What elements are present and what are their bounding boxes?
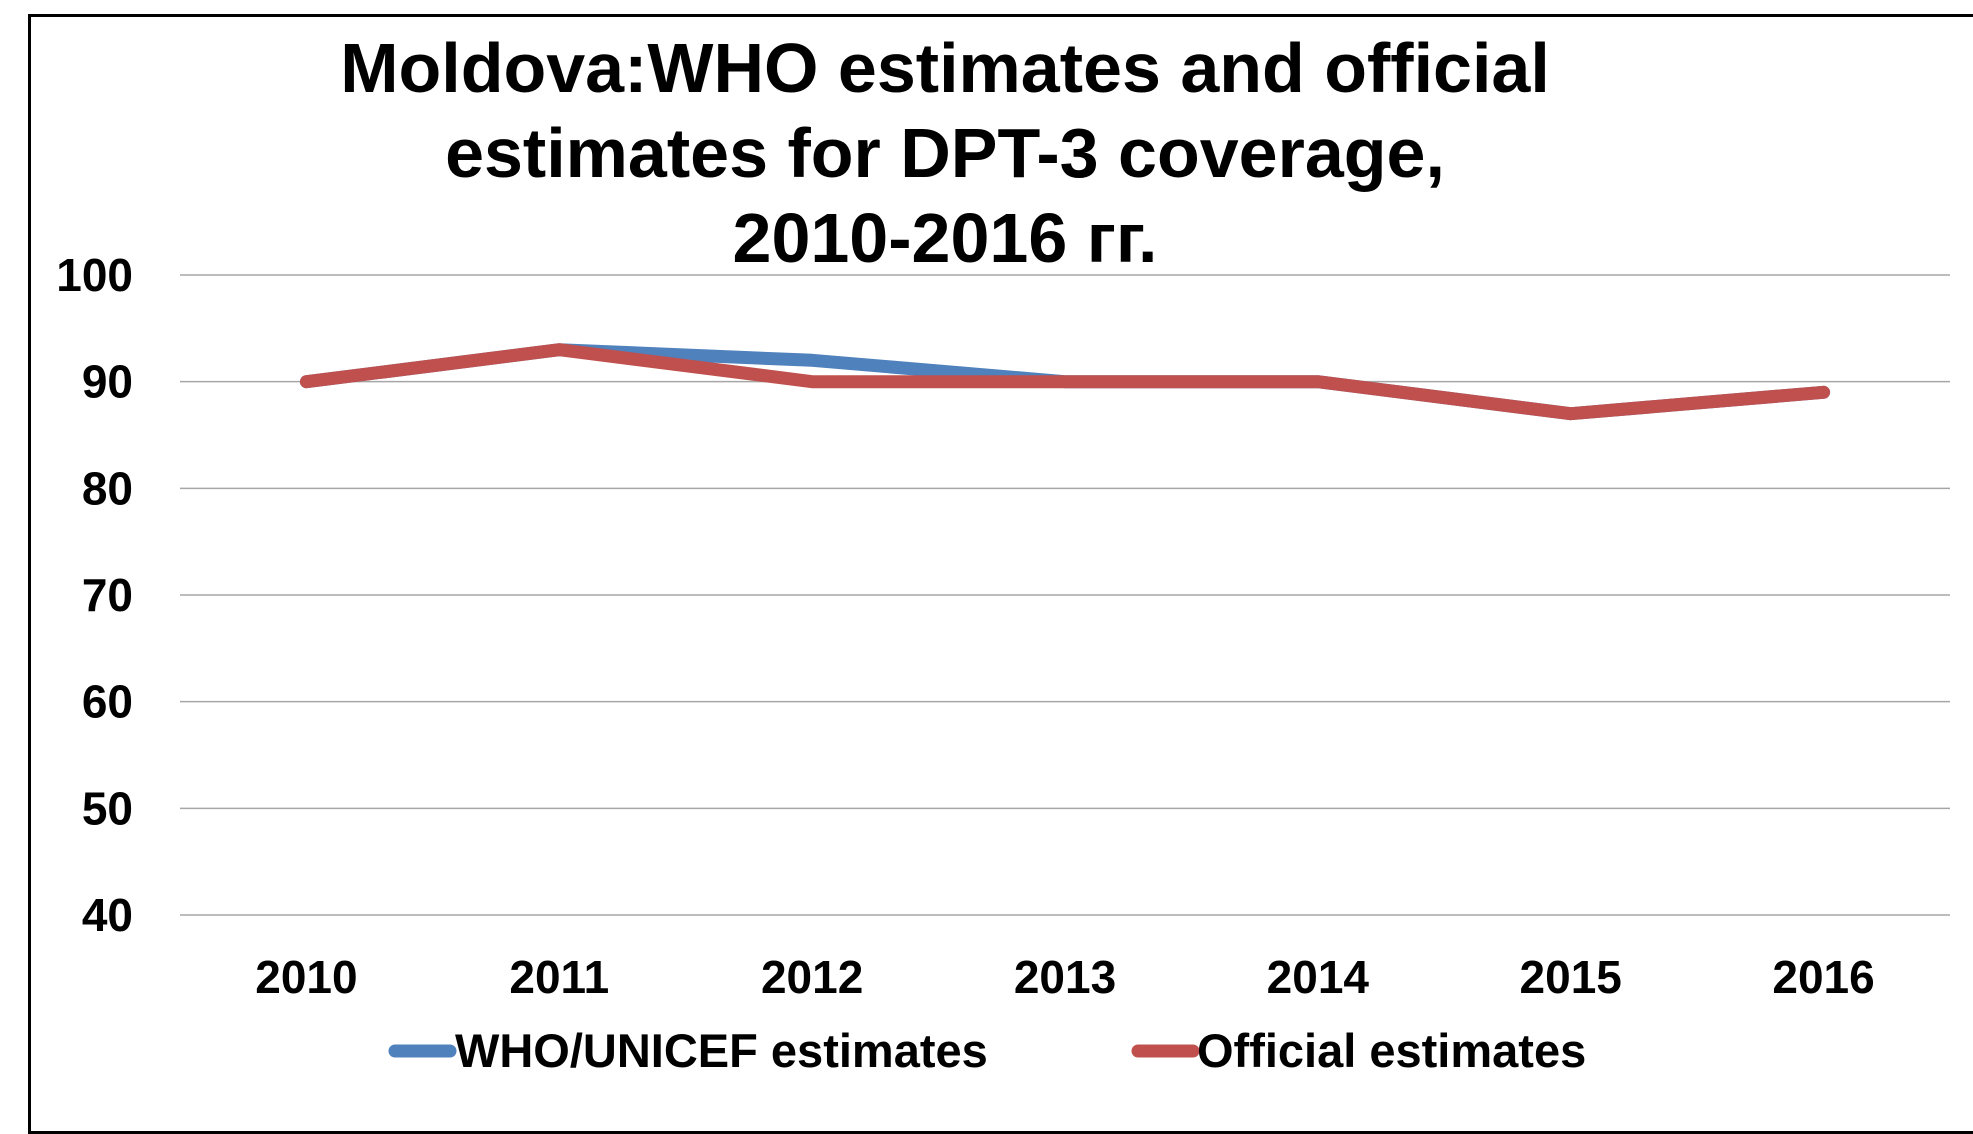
- y-tick-label: 80: [82, 462, 133, 514]
- y-tick-label: 90: [82, 356, 133, 408]
- line-chart: 100 90 80 70 60 50 40 2010 2011 2012 2013 2014 2015…: [56, 249, 1950, 1077]
- chart-frame: [28, 14, 1973, 1134]
- y-tick-label: 70: [82, 569, 133, 621]
- series-line-1: [299, 343, 1831, 421]
- chart-title-line-1: Moldova:WHO estimates and official: [340, 29, 1550, 107]
- x-tick-label: 2011: [509, 951, 609, 1003]
- x-axis-tick-labels: 2010 2011 2012 2013 2014 2015 2016: [255, 951, 1874, 1003]
- legend-label-0: WHO/UNICEF estimates: [455, 1024, 988, 1077]
- chart-title-line-2: estimates for DPT-3 coverage,: [445, 114, 1445, 192]
- chart-title-line-3: 2010-2016 гг.: [732, 199, 1158, 277]
- legend: WHO/UNICEF estimates Official estimates: [388, 1024, 1586, 1077]
- x-tick-label: 2010: [255, 951, 357, 1003]
- x-tick-label: 2016: [1772, 951, 1874, 1003]
- legend-label-1: Official estimates: [1197, 1024, 1586, 1077]
- y-tick-label: 100: [56, 249, 133, 301]
- x-tick-label: 2014: [1267, 951, 1370, 1003]
- x-tick-label: 2012: [761, 951, 863, 1003]
- series-lines: [299, 343, 1831, 421]
- x-tick-label: 2015: [1520, 951, 1622, 1003]
- y-tick-label: 40: [82, 889, 133, 941]
- y-tick-label: 50: [82, 782, 133, 834]
- y-tick-label: 60: [82, 676, 133, 728]
- x-tick-label: 2013: [1014, 951, 1116, 1003]
- gridlines: [180, 274, 1950, 916]
- y-axis-tick-labels: 100 90 80 70 60 50 40: [56, 249, 133, 941]
